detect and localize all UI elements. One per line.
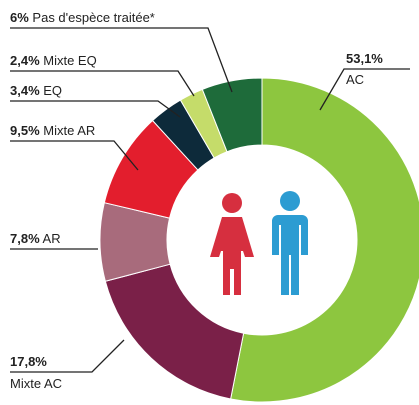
- category-label: AR: [43, 231, 61, 246]
- category-label: Mixte EQ: [43, 53, 96, 68]
- label: 6% Pas d'espèce traitée*: [10, 10, 155, 25]
- label: 3,4% EQ: [10, 83, 62, 98]
- value-label: 2,4%: [10, 53, 40, 68]
- label: 9,5% Mixte AR: [10, 123, 95, 138]
- people-icon: [210, 191, 308, 295]
- value-label: 9,5%: [10, 123, 40, 138]
- category-label: AC: [346, 72, 364, 87]
- value-label: 3,4%: [10, 83, 40, 98]
- label: 2,4% Mixte EQ: [10, 53, 97, 68]
- value-label: 6%: [10, 10, 29, 25]
- category-label: EQ: [43, 83, 62, 98]
- slices: [99, 77, 419, 403]
- slice: [201, 77, 263, 153]
- slice: [104, 263, 245, 400]
- category-label: Mixte AR: [43, 123, 95, 138]
- leader-lines: [10, 27, 410, 373]
- category-label: Pas d'espèce traitée*: [32, 10, 154, 25]
- value-label: 17,8%: [10, 354, 47, 369]
- label: 7,8% AR: [10, 231, 61, 246]
- category-label: Mixte AC: [10, 376, 62, 391]
- value-label: 7,8%: [10, 231, 40, 246]
- slice: [230, 77, 419, 403]
- value-label: 53,1%: [346, 51, 383, 66]
